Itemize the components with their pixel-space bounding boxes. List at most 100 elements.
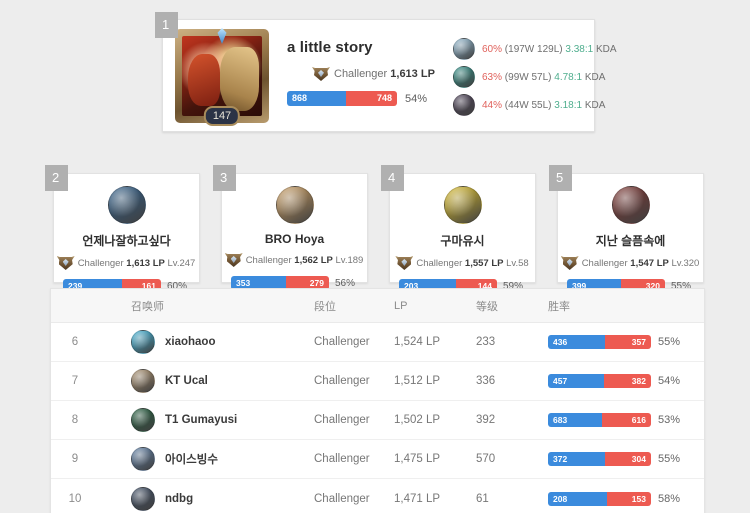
champion-kda: 4.78:1 (554, 71, 583, 83)
row-lp: 1,524 LP (394, 336, 441, 348)
hero-summoner-name[interactable]: a little story (287, 39, 373, 56)
rank-cards-row: 2 언제나잘하고싶다 Challenger 1,613 LP Lv.247 239 16… (45, 165, 705, 293)
row-winrate-cell: 436 357 55% (548, 335, 704, 349)
challenger-crest-icon (312, 66, 330, 82)
challenger-crest-icon (560, 255, 579, 271)
summoner-name[interactable]: 지난 슬픔속에 (595, 234, 666, 248)
champion-record: (197W 129L) (504, 43, 563, 55)
champion-record: (44W 55L) (504, 99, 552, 111)
champion-winrate: 60% (482, 43, 503, 55)
champion-stat-row: 63% (99W 57L) 4.78:1 KDA (453, 63, 617, 91)
row-lp: 1,475 LP (394, 453, 441, 465)
summoner-avatar (443, 186, 482, 224)
table-row[interactable]: 9 아이스빙수 Challenger 1,475 LP 570 372 304 55% (51, 440, 704, 479)
row-summoner[interactable]: T1 Gumayusi (99, 408, 314, 432)
hero-info: a little story Challenger 1,613 LP (269, 29, 437, 106)
row-lp: 1,512 LP (394, 375, 441, 387)
table-row[interactable]: 7 KT Ucal Challenger 1,512 LP 336 457 382 54% (51, 362, 704, 401)
wins-segment: 457 (548, 374, 605, 388)
hero-winrate: 54% (405, 92, 428, 105)
summoner-name[interactable]: BRO Hoya (264, 232, 325, 246)
table-row[interactable]: 10 ndbg Challenger 1,471 LP 61 208 153 58% (51, 479, 704, 513)
table-row[interactable]: 6 xiaohaoo Challenger 1,524 LP 233 436 357 55% (51, 323, 704, 362)
hero-champion-stats: 60% (197W 129L) 3.38:1 KDA 63% (99W 57L) … (437, 29, 617, 119)
row-summoner[interactable]: 아이스빙수 (99, 447, 314, 471)
row-summoner[interactable]: ndbg (99, 486, 314, 511)
row-tier: Challenger (314, 453, 370, 465)
row-winrate: 55% (658, 336, 681, 348)
summoner-name[interactable]: KT Ucal (165, 375, 208, 387)
summoner-name[interactable]: 아이스빙수 (165, 454, 218, 466)
header-tier: 段位 (314, 300, 336, 313)
leaderboard-table: 召唤师 段位 LP 等级 胜率 6 xiaohaoo Challenger 1,524… (50, 288, 705, 513)
summoner-avatar (611, 186, 650, 224)
rank-badge-5: 5 (549, 165, 573, 191)
row-summoner[interactable]: xiaohaoo (99, 330, 314, 354)
summoner-name[interactable]: ndbg (165, 492, 194, 505)
card-level: Lv.320 (671, 257, 700, 269)
hero-winloss-row: 868 748 54% (287, 91, 437, 106)
champion-avatar (453, 38, 475, 60)
rank-card[interactable]: BRO Hoya Challenger 1,562 LP Lv.189 353 279… (221, 173, 368, 290)
portrait-art (182, 36, 262, 116)
summoner-name[interactable]: xiaohaoo (165, 336, 216, 348)
challenger-crest-icon (224, 252, 243, 268)
rank-card-wrapper[interactable]: 4 구마유시 Challenger 1,557 LP Lv.58 203 144 59% (381, 165, 536, 293)
rank-card-wrapper[interactable]: 3 BRO Hoya Challenger 1,562 LP Lv.189 353 27… (213, 165, 368, 290)
header-lp: LP (394, 299, 408, 312)
losses-segment: 304 (604, 452, 651, 466)
champion-stat-text: 60% (197W 129L) 3.38:1 KDA (482, 44, 617, 55)
rank-badge-2: 2 (45, 165, 69, 191)
winloss-bar: 436 357 (548, 335, 651, 349)
losses-segment: 616 (602, 413, 651, 427)
summoner-avatar (107, 186, 146, 224)
rank-card-wrapper[interactable]: 2 언제나잘하고싶다 Challenger 1,613 LP Lv.247 239 16… (45, 165, 200, 293)
champion-kda: 3.38:1 (565, 43, 594, 55)
rank-card-wrapper[interactable]: 5 지난 슬픔속에 Challenger 1,547 LP Lv.320 399 320… (549, 165, 704, 293)
row-winrate-cell: 683 616 53% (548, 413, 704, 427)
card-winrate: 55% (671, 280, 692, 292)
rank-card[interactable]: 지난 슬픔속에 Challenger 1,547 LP Lv.320 399 320 5… (557, 173, 704, 293)
summoner-name[interactable]: T1 Gumayusi (165, 414, 238, 426)
wins-segment: 372 (548, 452, 605, 466)
row-rank: 9 (71, 453, 79, 465)
rank-card[interactable]: 구마유시 Challenger 1,557 LP Lv.58 203 144 59% (389, 173, 536, 293)
row-tier: Challenger (314, 492, 370, 505)
row-winrate-cell: 372 304 55% (548, 452, 704, 466)
row-level: 336 (476, 375, 496, 387)
row-winrate: 54% (658, 375, 681, 387)
hero-lp: 1,613 LP (390, 68, 435, 80)
tier-text: Challenger 1,613 LP Lv.247 (77, 257, 196, 269)
row-level: 570 (476, 453, 496, 465)
hero-tier: Challenger (334, 68, 388, 80)
hero-tier-row: Challenger 1,613 LP (287, 66, 437, 82)
summoner-name[interactable]: 구마유시 (440, 234, 485, 248)
champion-kda: 3.18:1 (554, 99, 583, 111)
tier-text: Challenger 1,562 LP Lv.189 (245, 254, 364, 266)
tier-row: Challenger 1,557 LP Lv.58 (395, 255, 529, 271)
card-winrate: 56% (335, 277, 356, 289)
table-row[interactable]: 8 T1 Gumayusi Challenger 1,502 LP 392 683 616 5… (51, 401, 704, 440)
losses-segment: 279 (285, 276, 329, 290)
rank-1-card-wrapper[interactable]: 1 147 a little story (155, 12, 617, 132)
losses-segment: 357 (604, 335, 651, 349)
champion-winrate: 63% (482, 71, 503, 83)
rank-1-card[interactable]: 147 a little story Challenger 1,613 LP (162, 19, 617, 132)
champion-kda-label: KDA (584, 99, 606, 111)
row-level: 61 (476, 492, 489, 505)
hero-wins: 868 (287, 91, 347, 106)
card-lp: 1,557 LP (464, 257, 504, 269)
champion-stat-text: 44% (44W 55L) 3.18:1 KDA (482, 100, 605, 111)
header-summoner: 召唤师 (131, 300, 164, 313)
card-winrate: 60% (167, 280, 188, 292)
rank-card[interactable]: 언제나잘하고싶다 Challenger 1,613 LP Lv.247 239 161… (53, 173, 200, 293)
wins-segment: 436 (548, 335, 605, 349)
tier-row: Challenger 1,547 LP Lv.320 (560, 255, 699, 271)
row-winrate: 58% (658, 492, 681, 505)
hero-champion-portrait: 147 (175, 28, 269, 126)
row-summoner[interactable]: KT Ucal (99, 369, 314, 393)
frame-gem-icon (217, 28, 227, 44)
tier-text: Challenger 1,547 LP Lv.320 (581, 257, 700, 269)
row-tier: Challenger (314, 336, 370, 348)
summoner-name[interactable]: 언제나잘하고싶다 (82, 234, 171, 248)
